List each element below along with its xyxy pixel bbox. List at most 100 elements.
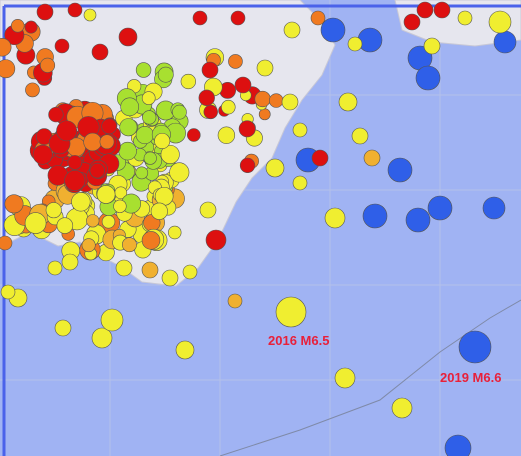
earthquake: [275, 296, 307, 328]
earthquake: [61, 253, 79, 271]
earthquake: [391, 397, 413, 419]
annotation: 2016 M6.5: [268, 333, 329, 348]
earthquake: [230, 10, 246, 26]
earthquake: [488, 10, 512, 34]
earthquake: [154, 132, 171, 149]
earthquake: [427, 195, 453, 221]
earthquake: [239, 157, 256, 174]
earthquake: [268, 93, 284, 108]
earthquake: [24, 20, 38, 34]
earthquake: [180, 73, 196, 90]
earthquake: [0, 37, 12, 57]
earthquake: [154, 186, 174, 206]
earthquake: [192, 10, 208, 26]
earthquake: [141, 261, 159, 279]
earthquake: [334, 367, 356, 389]
earthquake: [56, 217, 74, 234]
earthquake: [357, 27, 383, 53]
earthquake: [363, 149, 381, 167]
earthquake: [362, 203, 388, 229]
trench-line: [219, 299, 521, 456]
earthquake: [45, 202, 62, 219]
earthquake: [387, 157, 413, 183]
earthquake: [96, 185, 116, 204]
earthquake: [67, 155, 83, 170]
earthquake: [198, 89, 215, 106]
earthquake: [203, 104, 218, 120]
earthquake: [281, 93, 299, 111]
earthquake: [141, 231, 161, 250]
earthquake: [444, 434, 472, 456]
earthquake: [458, 330, 492, 364]
earthquake: [135, 62, 152, 78]
earthquake: [238, 120, 256, 138]
earthquake: [310, 10, 326, 26]
earthquake: [83, 8, 97, 22]
earthquake: [433, 1, 451, 19]
earthquake: [120, 97, 140, 117]
earthquake: [100, 308, 124, 332]
earthquake: [25, 82, 40, 98]
earthquake: [199, 201, 217, 219]
earthquake: [416, 1, 434, 19]
earthquake: [457, 10, 473, 26]
earthquake: [351, 127, 369, 145]
earthquake: [99, 134, 115, 150]
earthquake: [217, 126, 236, 144]
earthquake: [135, 166, 149, 180]
earthquake: [142, 110, 157, 125]
earthquake: [254, 90, 271, 108]
earthquake: [482, 196, 506, 220]
earthquake: [228, 54, 243, 69]
earthquake: [258, 108, 271, 121]
earthquake: [201, 61, 219, 79]
earthquake: [493, 30, 517, 54]
earthquake: [101, 215, 116, 229]
earthquake: [56, 120, 78, 142]
earthquake: [118, 141, 137, 161]
earthquake: [0, 284, 16, 300]
earthquake: [143, 151, 157, 165]
earthquake: [83, 132, 102, 152]
earthquake: [423, 37, 441, 55]
earthquake: [81, 238, 96, 253]
earthquake: [175, 340, 195, 360]
earthquake: [405, 207, 431, 233]
earthquake: [36, 3, 54, 21]
earthquake: [54, 319, 72, 337]
earthquake: [91, 327, 113, 349]
earthquake: [24, 212, 47, 234]
earthquake: [113, 199, 127, 213]
earthquake: [101, 118, 118, 135]
earthquake: [283, 21, 301, 39]
earthquake: [415, 65, 441, 91]
earthquake: [121, 237, 137, 253]
earthquake: [67, 2, 83, 18]
earthquake: [324, 207, 346, 229]
earthquake: [4, 194, 24, 214]
earthquake: [234, 76, 252, 94]
earthquake: [160, 144, 180, 165]
earthquake: [338, 92, 358, 112]
earthquake: [320, 17, 346, 43]
earthquake: [150, 202, 168, 220]
earthquake: [47, 260, 63, 276]
earthquake: [118, 27, 138, 47]
earthquake: [157, 66, 174, 83]
earthquake: [161, 269, 179, 287]
earthquake: [403, 13, 421, 31]
earthquake: [64, 169, 86, 192]
earthquake: [265, 158, 285, 178]
earthquake: [169, 162, 190, 183]
earthquake: [182, 264, 198, 280]
earthquake: [115, 259, 133, 277]
earthquake: [205, 229, 227, 251]
earthquake: [187, 128, 201, 142]
earthquake: [256, 59, 274, 77]
earthquake: [40, 57, 56, 73]
earthquake: [10, 19, 25, 33]
earthquake: [347, 36, 363, 52]
earthquake: [221, 99, 236, 115]
